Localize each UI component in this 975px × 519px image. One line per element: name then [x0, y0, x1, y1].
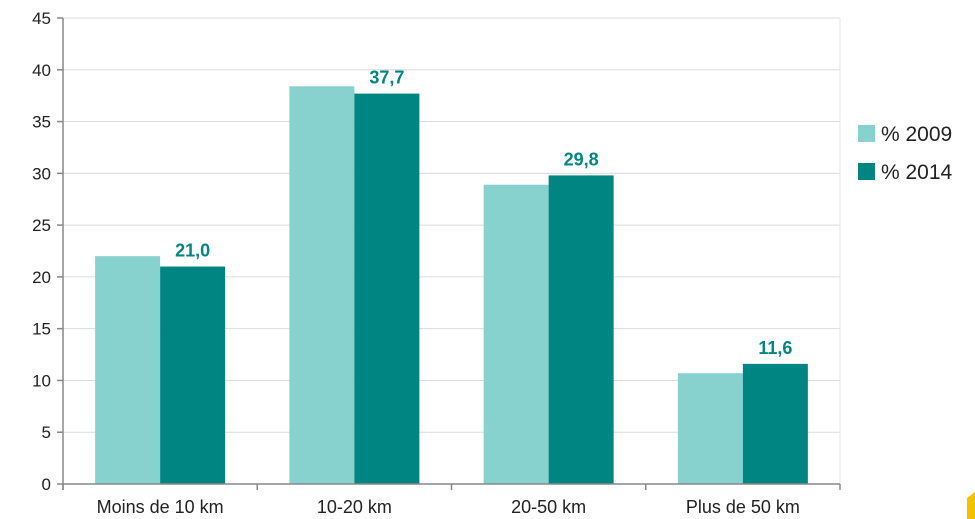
bar-2009 — [483, 184, 549, 485]
bar-2009 — [289, 86, 355, 484]
y-tick-label: 40 — [32, 61, 51, 80]
legend-label: % 2014 — [881, 161, 953, 184]
y-tick-label: 15 — [32, 320, 51, 339]
y-tick-label: 45 — [32, 9, 51, 28]
category-labels: Moins de 10 km 10-20 km 20-50 km Plus de 50… — [97, 497, 800, 517]
value-labels: 21,0 37,7 29,8 11,6 — [175, 68, 792, 358]
y-tick-label: 35 — [32, 113, 51, 132]
legend-swatch — [858, 125, 875, 142]
bar-2014 — [742, 363, 808, 484]
legend-label: % 2009 — [881, 123, 952, 146]
x-category-label: 10-20 km — [317, 497, 392, 517]
y-tick-label: 20 — [32, 268, 51, 287]
x-category-label: 20-50 km — [511, 497, 586, 517]
bar-2014 — [354, 93, 420, 485]
bar-value-label: 21,0 — [175, 241, 210, 261]
bar-2009 — [677, 373, 743, 484]
corner-logo-mark — [967, 492, 975, 519]
bar-value-label: 29,8 — [564, 149, 599, 169]
x-category-label: Moins de 10 km — [97, 497, 224, 517]
bar-value-label: 37,7 — [369, 68, 404, 88]
bar-value-label: 11,6 — [758, 338, 792, 358]
axes — [57, 17, 841, 490]
bar-2014 — [548, 175, 614, 484]
bars — [95, 86, 808, 485]
y-tick-label: 10 — [32, 371, 51, 390]
y-tick-label: 30 — [32, 164, 51, 183]
legend: % 2009 % 2014 — [858, 123, 953, 184]
legend-swatch — [858, 163, 875, 180]
bar-2009 — [95, 256, 161, 484]
bar-2014 — [160, 266, 226, 484]
y-tick-label: 25 — [32, 216, 51, 235]
y-tick-label: 0 — [42, 475, 51, 494]
y-tick-label: 5 — [42, 423, 51, 442]
y-axis-ticks: 0 5 10 15 20 25 30 35 40 45 — [32, 9, 51, 494]
x-category-label: Plus de 50 km — [686, 497, 800, 517]
